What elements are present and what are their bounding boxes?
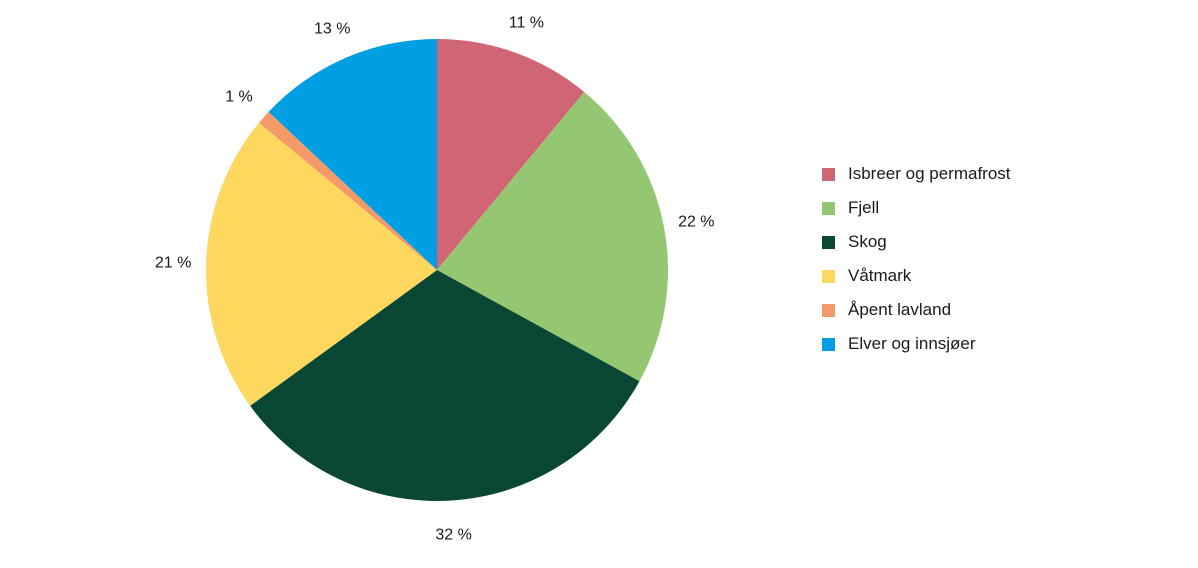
slice-value-label: 11 % [509,15,544,32]
slice-value-label: 32 % [435,527,471,544]
pie-slices [206,39,669,502]
legend-swatch [822,167,835,181]
pie-slice-vatmark [206,122,437,406]
legend-item-elver-og-innsjoer: Elver og innsjøer [822,327,1011,361]
slice-value-label: 21 % [155,255,191,272]
legend-label: Åpent lavland [848,300,952,319]
slice-value-label: 1 % [225,88,253,105]
pie-slice-fjell [437,92,669,382]
legend-item-isbreer-og-permafrost: Isbreer og permafrost [822,157,1011,191]
pie-slice-apent-lavland [259,111,437,271]
legend-item-apent-lavland: Åpent lavland [822,293,1011,327]
legend-swatch [822,269,835,283]
legend-swatch [822,337,835,351]
pie-slice-isbreer-og-permafrost [437,39,585,270]
legend-item-fjell: Fjell [822,191,1011,225]
slice-value-label: 13 % [314,21,350,38]
legend-label: Skog [848,232,887,251]
pie-slice-skog [250,270,640,502]
legend-item-skog: Skog [822,225,1011,259]
legend-label: Isbreer og permafrost [848,164,1011,183]
legend-label: Fjell [848,198,880,217]
slice-value-label: 22 % [678,214,714,231]
legend-label: Våtmark [848,266,912,285]
legend-label: Elver og innsjøer [848,334,976,353]
legend-swatch [822,303,835,317]
pie-slice-elver-og-innsjoer [268,39,437,270]
legend-swatch [822,235,835,249]
legend-swatch [822,201,835,215]
chart-legend: Isbreer og permafrost Fjell Skog Våtmark Åpe… [822,157,1011,361]
pie-labels: 11 % 22 % 32 % 21 % 1 % 13 % [155,15,715,544]
legend-item-vatmark: Våtmark [822,259,1011,293]
